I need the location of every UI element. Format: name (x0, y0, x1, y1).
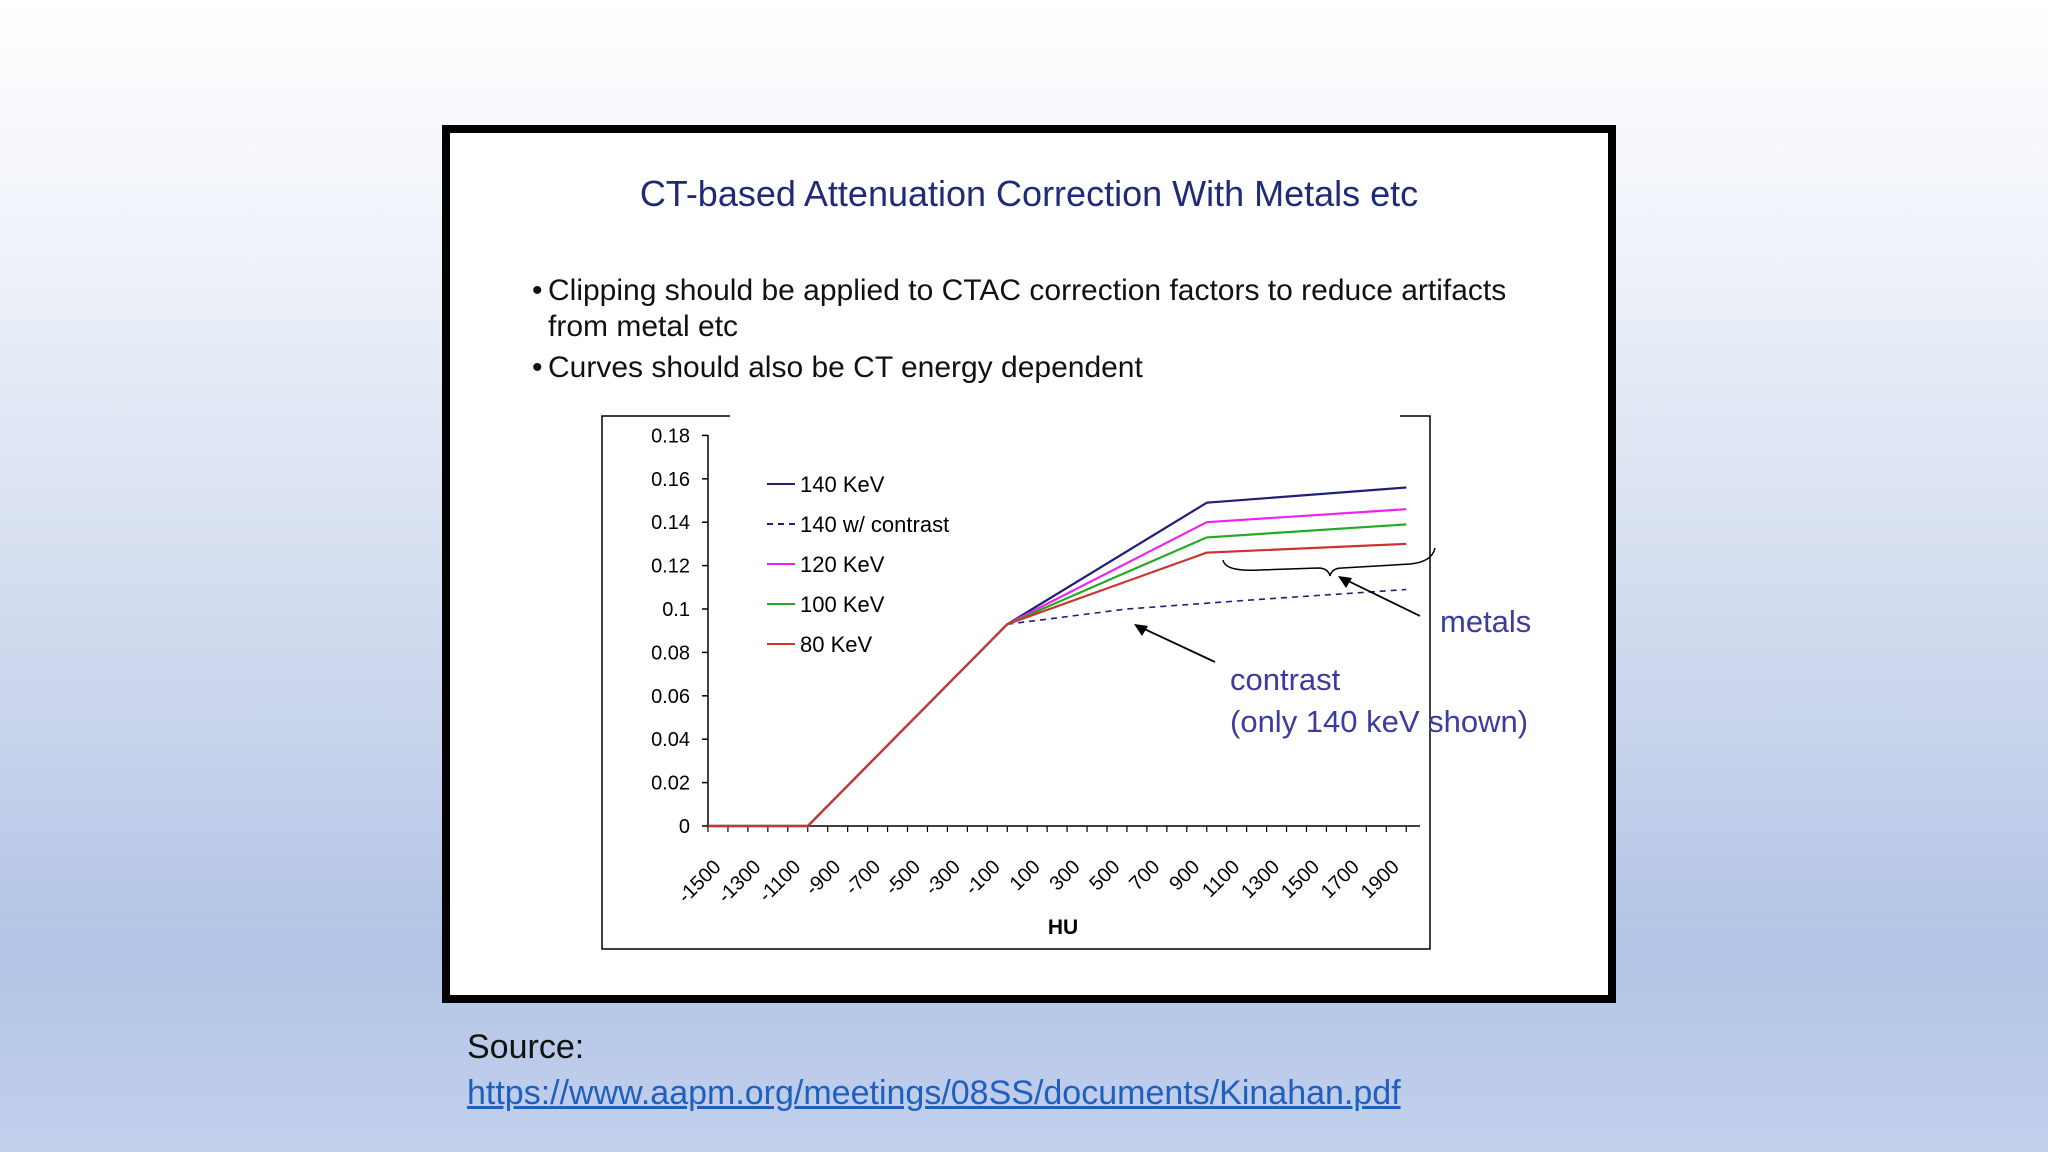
y-tick-label: 0.06 (651, 686, 690, 708)
x-tick-label: -500 (881, 856, 925, 900)
y-tick-label: 0.14 (651, 512, 690, 534)
legend-label: 80 KeV (800, 632, 872, 657)
legend-label: 140 KeV (800, 472, 885, 497)
x-tick-label: 1900 (1357, 856, 1404, 903)
x-tick-label: 900 (1165, 856, 1204, 895)
source-link[interactable]: https://www.aapm.org/meetings/08SS/docum… (467, 1074, 1401, 1112)
slide-title: CT-based Attenuation Correction With Met… (639, 173, 1419, 214)
x-tick-label: -1300 (714, 856, 766, 908)
contrast-arrowhead (1134, 624, 1148, 636)
x-tick-label: 700 (1125, 856, 1164, 895)
y-tick-label: 0.08 (651, 642, 690, 664)
bullet-item: • Curves should also be CT energy depend… (532, 350, 1548, 386)
x-tick-label: 1300 (1237, 856, 1284, 903)
metals-arrowhead (1338, 576, 1352, 588)
x-tick-label: 300 (1045, 856, 1084, 895)
y-tick-label: 0.12 (651, 556, 690, 578)
x-tick-label: 1700 (1317, 856, 1364, 903)
bullet-text: Clipping should be applied to CTAC corre… (548, 274, 1507, 343)
x-tick-label: -700 (841, 856, 885, 900)
metals-brace (1222, 547, 1436, 577)
legend-label: 140 w/ contrast (800, 512, 949, 537)
x-tick-label: -1100 (755, 856, 806, 907)
bullet-symbol: • (532, 351, 543, 384)
chart-annotation: (only 140 keV shown) (1230, 704, 1528, 739)
y-tick-label: 0.02 (651, 773, 690, 795)
x-tick-label: -900 (801, 856, 845, 900)
x-axis-label: HU (1048, 916, 1078, 939)
chart-border (601, 415, 1431, 950)
x-tick-label: 500 (1085, 856, 1124, 895)
x-tick-label: 1100 (1198, 856, 1244, 902)
chart-annotation: contrast (1230, 662, 1341, 697)
series-line (1007, 588, 1407, 625)
x-tick-label: -300 (921, 856, 965, 900)
legend-label: 120 KeV (800, 552, 885, 577)
x-tick-label: -1500 (674, 856, 726, 908)
source-label: Source: (467, 1028, 585, 1066)
y-tick-label: 0.16 (651, 469, 690, 491)
y-tick-label: 0.18 (651, 425, 690, 447)
y-tick-label: 0.04 (651, 729, 690, 751)
x-tick-label: 1500 (1277, 856, 1324, 903)
chart-annotation: metals (1440, 604, 1531, 639)
bullet-item: • Clipping should be applied to CTAC cor… (532, 273, 1548, 345)
bullet-symbol: • (532, 274, 543, 307)
bullet-text: Curves should also be CT energy dependen… (548, 351, 1143, 384)
y-tick-label: 0 (679, 816, 690, 838)
legend-label: 100 KeV (800, 592, 885, 617)
x-tick-label: -100 (961, 856, 1005, 900)
contrast-arrow (1137, 625, 1216, 663)
series-line (708, 542, 1407, 828)
x-tick-label: 100 (1006, 856, 1045, 895)
metals-arrow (1341, 577, 1421, 617)
y-tick-label: 0.1 (662, 599, 690, 621)
slide-frame: CT-based Attenuation Correction With Met… (442, 125, 1616, 1003)
